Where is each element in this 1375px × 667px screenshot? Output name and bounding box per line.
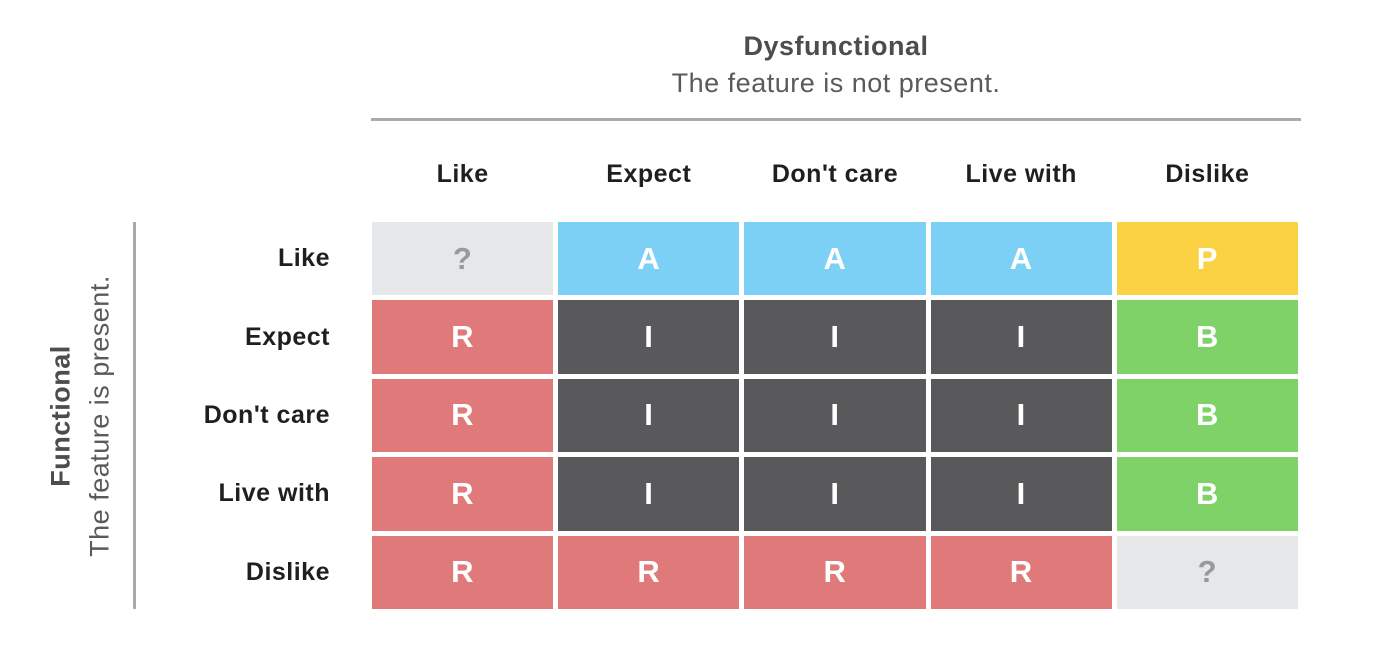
dysfunctional-axis-subtitle: The feature is not present. [671,68,1001,98]
column-header-dont-care: Don't care [771,159,899,188]
matrix-cell: I [744,300,926,374]
column-header-row: Like Expect Don't care Live with Dislike [372,148,1298,200]
row-header-like: Like [277,244,330,273]
matrix-cell: I [744,457,926,531]
row-header-dont-care: Don't care [203,400,330,429]
column-header-expect: Expect [606,159,692,188]
matrix-cell: R [744,535,926,609]
dysfunctional-axis-title: Dysfunctional [743,31,929,61]
column-header-live-with: Live with [965,159,1077,188]
functional-axis-line [133,222,136,609]
row-header-expect: Expect [245,322,330,351]
row-header-column: Like Expect Don't care Live with Dislike [150,222,330,609]
kano-matrix: ? A A A P R I I I B R I I I B R I I I B … [372,222,1298,609]
matrix-cell: R [372,378,554,453]
matrix-cell: B [1116,457,1298,531]
row-header-live-with: Live with [218,479,330,508]
matrix-cell: ? [372,222,554,296]
matrix-cell: I [558,300,740,374]
matrix-cell: R [558,535,740,609]
column-header-like: Like [436,159,489,188]
matrix-cell: B [1116,300,1298,374]
matrix-cell: I [558,378,740,453]
matrix-cell: I [930,300,1112,374]
matrix-cell: A [558,222,740,296]
functional-axis-title: Functional [45,345,76,487]
matrix-cell: A [744,222,926,296]
matrix-cell: R [372,300,554,374]
matrix-cell: A [930,222,1112,296]
functional-axis-subtitle: The feature is present. [84,275,115,557]
matrix-cell: R [372,457,554,531]
matrix-cell: ? [1116,535,1298,609]
matrix-cell: I [930,457,1112,531]
column-header-dislike: Dislike [1165,159,1250,188]
matrix-cell: R [372,535,554,609]
matrix-cell: I [930,378,1112,453]
matrix-cell: P [1116,222,1298,296]
matrix-cell: B [1116,378,1298,453]
matrix-cell: I [744,378,926,453]
matrix-cell: R [930,535,1112,609]
matrix-cell: I [558,457,740,531]
row-header-dislike: Dislike [245,557,330,586]
dysfunctional-axis-line [371,118,1301,121]
dysfunctional-axis: Dysfunctional The feature is not present… [371,28,1301,102]
